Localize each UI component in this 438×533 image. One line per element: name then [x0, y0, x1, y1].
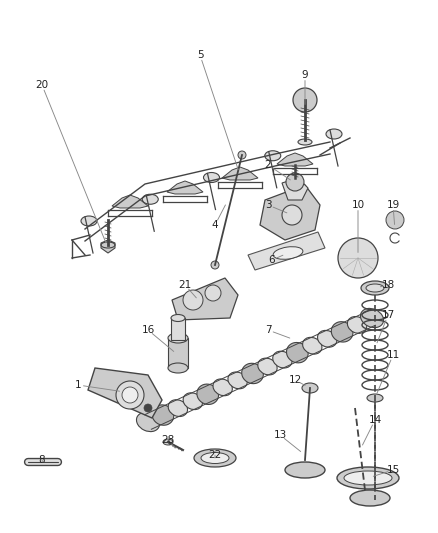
Circle shape [116, 381, 144, 409]
Ellipse shape [285, 462, 325, 478]
Circle shape [183, 290, 203, 310]
Circle shape [122, 387, 138, 403]
Circle shape [286, 173, 304, 191]
Ellipse shape [152, 405, 174, 425]
Ellipse shape [326, 129, 342, 139]
Text: 9: 9 [302, 70, 308, 80]
Polygon shape [260, 185, 320, 240]
Ellipse shape [298, 139, 312, 145]
Text: 28: 28 [161, 435, 175, 445]
Bar [171, 318, 185, 340]
Text: 12: 12 [288, 375, 302, 385]
Text: 8: 8 [39, 455, 45, 465]
Ellipse shape [201, 453, 229, 464]
Polygon shape [167, 181, 203, 194]
Circle shape [338, 238, 378, 278]
Ellipse shape [81, 216, 97, 226]
Text: 16: 16 [141, 325, 155, 335]
Circle shape [238, 151, 246, 159]
Text: 4: 4 [212, 220, 218, 230]
Text: 20: 20 [35, 80, 49, 90]
Ellipse shape [168, 363, 188, 373]
Text: 6: 6 [268, 255, 276, 265]
Text: 5: 5 [197, 50, 203, 60]
Ellipse shape [361, 281, 389, 295]
Circle shape [386, 211, 404, 229]
Polygon shape [222, 167, 258, 180]
Ellipse shape [350, 490, 390, 506]
Ellipse shape [273, 351, 292, 368]
Ellipse shape [168, 333, 188, 343]
Text: 1: 1 [75, 380, 81, 390]
Ellipse shape [347, 317, 367, 333]
Text: 13: 13 [273, 430, 286, 440]
Ellipse shape [286, 343, 308, 363]
Text: 7: 7 [265, 325, 271, 335]
Text: 2: 2 [265, 160, 271, 170]
Ellipse shape [194, 449, 236, 467]
Text: 15: 15 [386, 465, 399, 475]
Text: 17: 17 [381, 310, 395, 320]
Circle shape [211, 261, 219, 269]
Ellipse shape [344, 471, 392, 485]
Text: 11: 11 [386, 350, 399, 360]
Ellipse shape [360, 309, 384, 328]
Bar [168, 338, 188, 368]
Ellipse shape [302, 383, 318, 393]
Circle shape [282, 205, 302, 225]
Ellipse shape [366, 284, 384, 292]
Ellipse shape [337, 467, 399, 489]
Ellipse shape [137, 413, 159, 432]
Ellipse shape [204, 173, 219, 182]
Ellipse shape [367, 394, 383, 402]
Ellipse shape [331, 322, 353, 342]
Polygon shape [88, 368, 162, 418]
Ellipse shape [318, 330, 337, 347]
Ellipse shape [183, 393, 202, 409]
Ellipse shape [258, 358, 277, 375]
Polygon shape [277, 153, 313, 166]
Circle shape [293, 88, 317, 112]
Text: 21: 21 [178, 280, 192, 290]
Ellipse shape [303, 337, 322, 354]
Text: 3: 3 [265, 200, 271, 210]
Ellipse shape [273, 247, 303, 259]
Text: 10: 10 [351, 200, 364, 210]
Ellipse shape [228, 372, 247, 389]
Ellipse shape [142, 194, 158, 204]
Ellipse shape [213, 379, 232, 395]
Ellipse shape [197, 384, 219, 405]
Ellipse shape [171, 314, 185, 321]
Ellipse shape [242, 364, 263, 384]
Circle shape [144, 404, 152, 412]
Polygon shape [248, 232, 325, 270]
Text: 18: 18 [381, 280, 395, 290]
Ellipse shape [265, 151, 281, 161]
Ellipse shape [168, 400, 187, 416]
Polygon shape [101, 240, 115, 253]
Polygon shape [282, 178, 308, 200]
Text: 19: 19 [386, 200, 399, 210]
Circle shape [205, 285, 221, 301]
Polygon shape [172, 278, 238, 320]
Text: 22: 22 [208, 450, 222, 460]
Text: 14: 14 [368, 415, 381, 425]
Polygon shape [112, 195, 148, 208]
Ellipse shape [163, 439, 173, 445]
